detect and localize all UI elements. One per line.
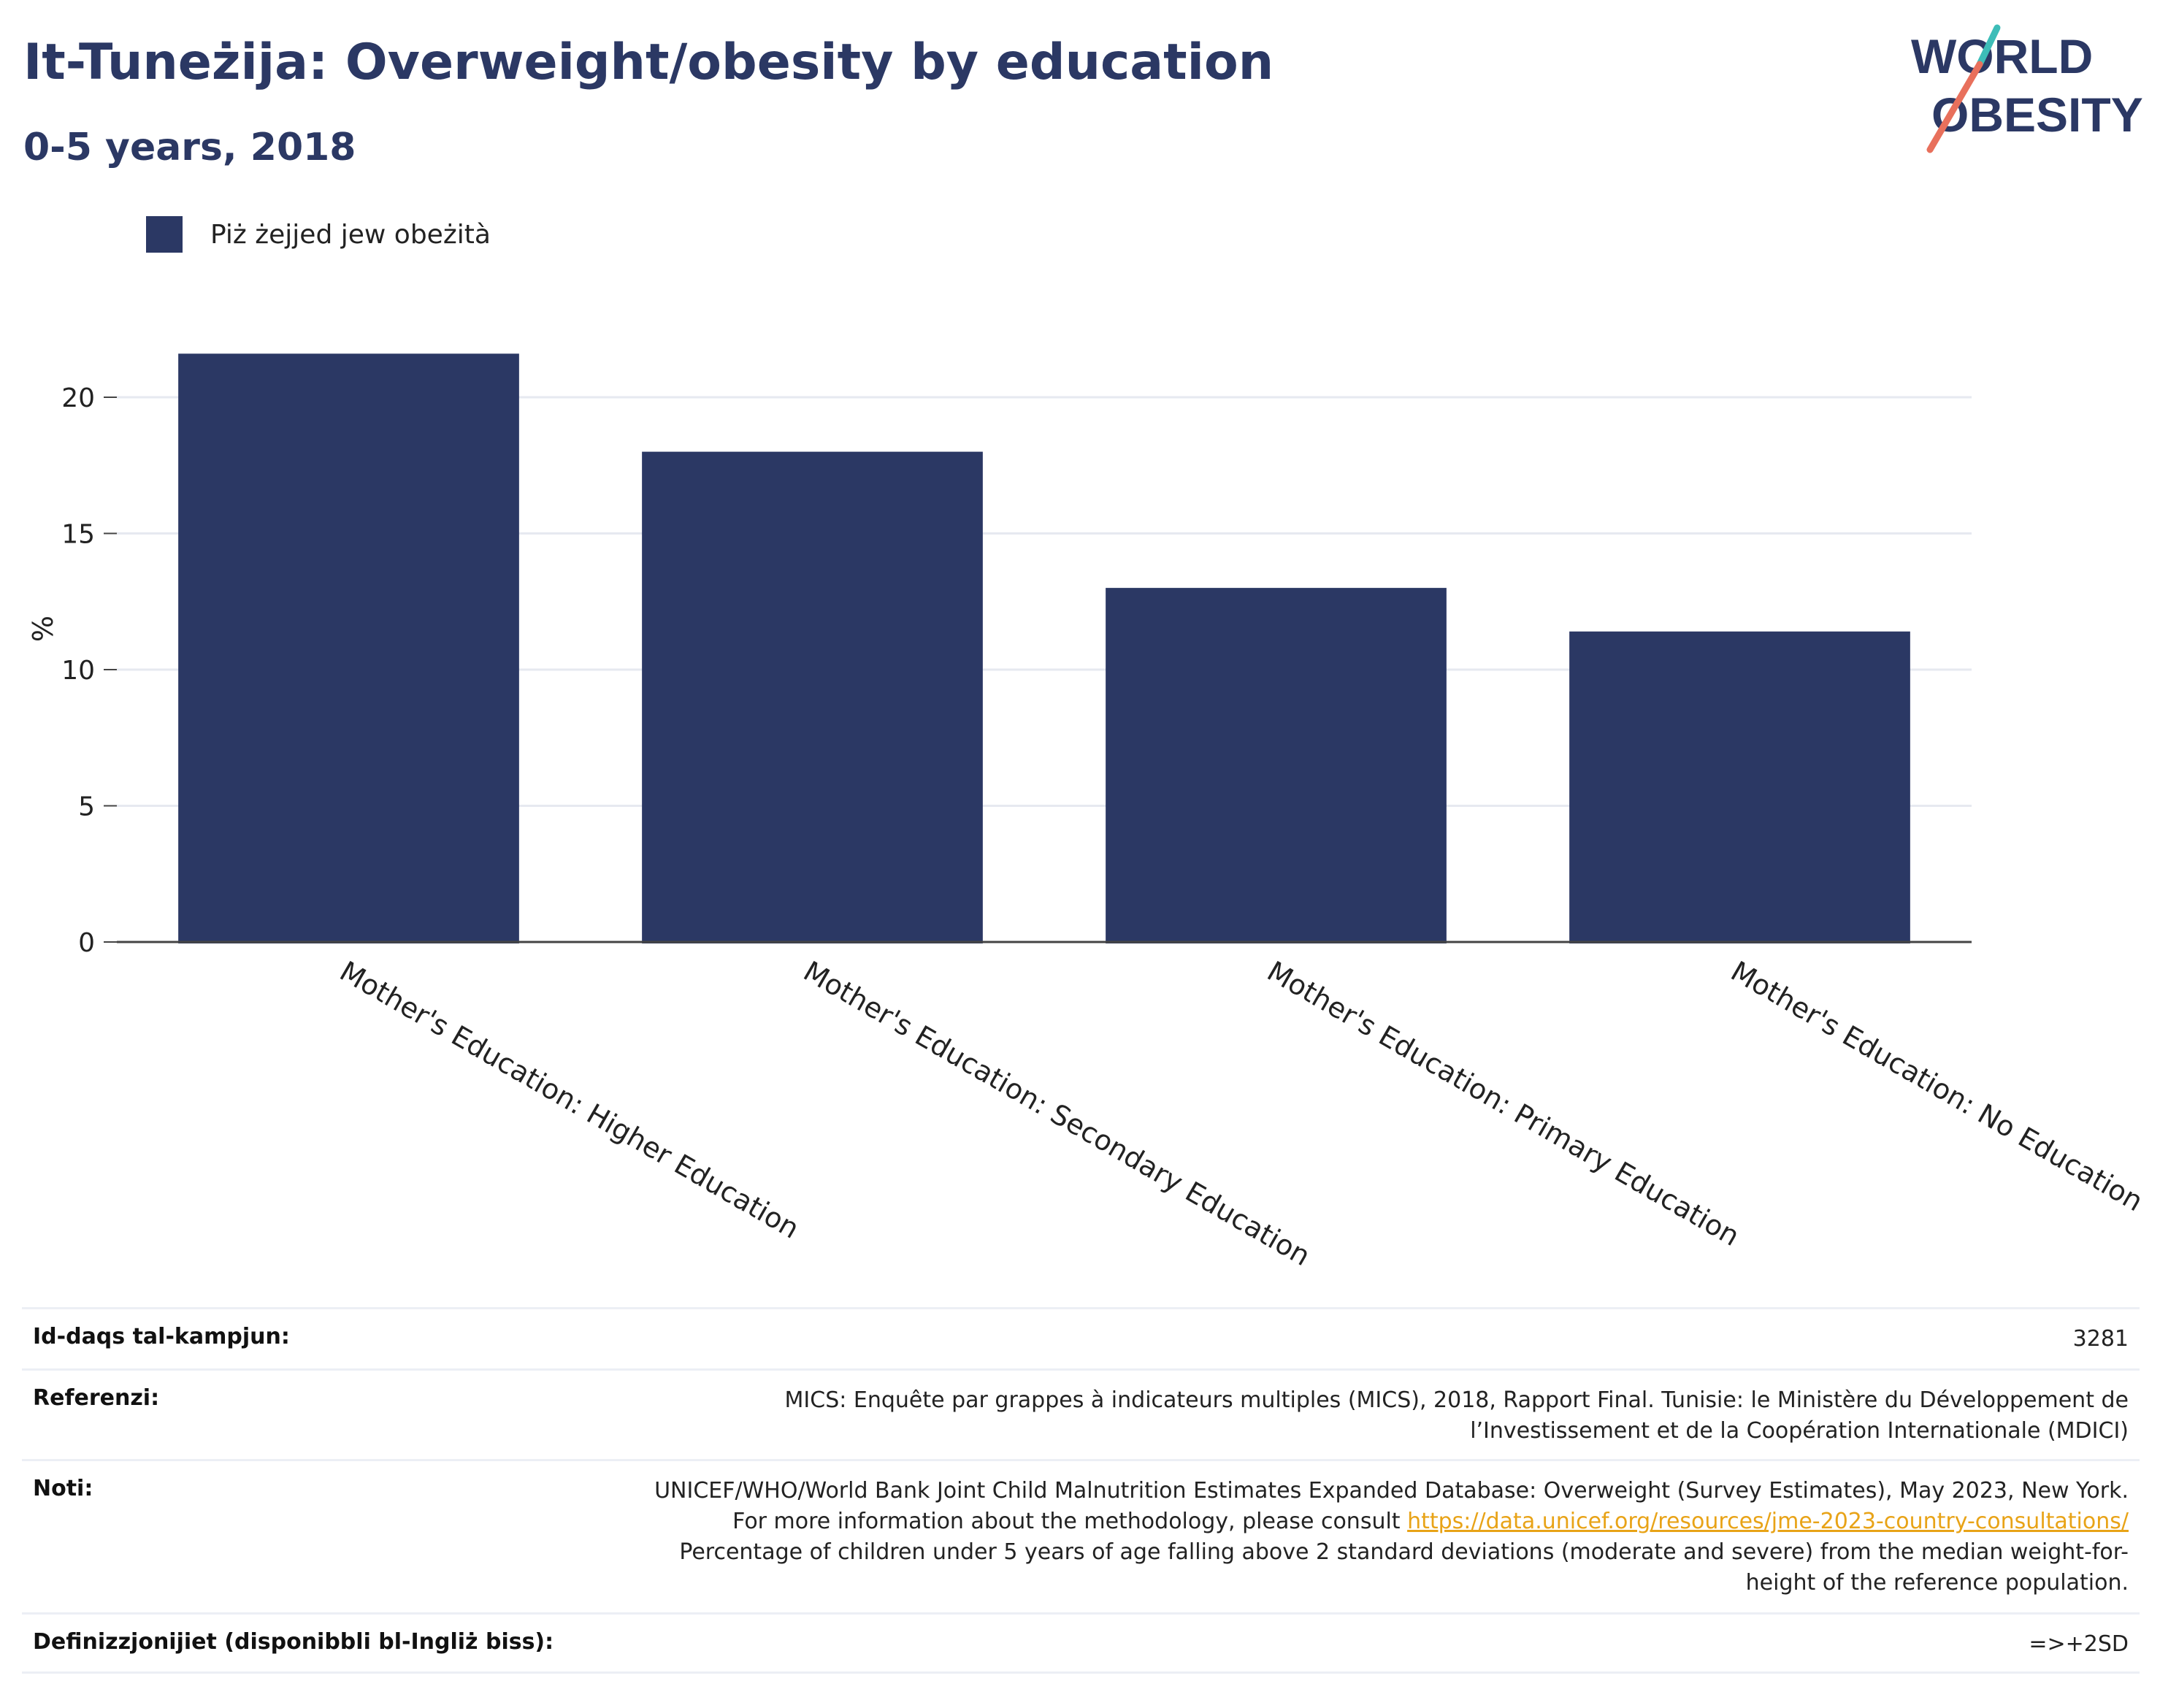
legend-label: Piż żejjed jew obeżità [210, 219, 491, 250]
references-value: MICS: Enquête par grappes à indicateurs … [784, 1387, 2129, 1444]
y-tick-label: 15 [61, 520, 95, 550]
page-title: It-Tuneżija: Overweight/obesity by educa… [23, 34, 1274, 91]
chart-legend[interactable]: Piż żejjed jew obeżità [146, 215, 491, 253]
references-label: Referenzi: [33, 1385, 160, 1411]
definitions-label: Definizzjonijiet (disponibbli bl-Ingliż … [33, 1629, 554, 1655]
world-obesity-logo[interactable]: WORLD OBESITY [1910, 22, 2151, 161]
bar-chart: 0 5 10 15 20% Mother's Education: Higher Educ… [27, 353, 2148, 1273]
info-row-notes: Noti: UNICEF/WHO/World Bank Joint Child … [22, 1459, 2140, 1612]
x-tick-label: Mother's Education: Higher Education [334, 955, 805, 1245]
bar [1569, 631, 1910, 943]
bar [178, 353, 519, 943]
y-tick-label: 0 [78, 928, 95, 958]
legend-swatch [146, 216, 183, 253]
info-row-sample-size: Id-daqs tal-kampjun: 3281 [22, 1307, 2140, 1368]
logo-text-world: WORLD [1911, 29, 2093, 83]
notes-label: Noti: [33, 1476, 93, 1501]
y-tick-label: 5 [78, 792, 95, 822]
notes-text-before-link: UNICEF/WHO/World Bank Joint Child Malnut… [654, 1478, 2129, 1534]
y-axis-label: % [27, 616, 59, 642]
sample-size-value: 3281 [2072, 1326, 2129, 1352]
logo-slash-coral [1926, 61, 1983, 153]
bar [642, 451, 983, 943]
notes-text-after-link: Percentage of children under 5 years of … [679, 1539, 2129, 1596]
info-row-definitions: Definizzjonijiet (disponibbli bl-Ingliż … [22, 1612, 2140, 1674]
y-tick-label: 20 [61, 383, 95, 413]
x-tick-label: Mother's Education: Primary Education [1262, 955, 1745, 1252]
notes-link[interactable]: https://data.unicef.org/resources/jme-20… [1407, 1509, 2129, 1534]
y-tick-label: 10 [61, 656, 95, 686]
logo-slash-teal [1976, 24, 2001, 68]
notes-value: UNICEF/WHO/World Bank Joint Child Malnut… [632, 1476, 2129, 1598]
logo-text-obesity: OBESITY [1931, 88, 2143, 142]
info-row-references: Referenzi: MICS: Enquête par grappes à i… [22, 1368, 2140, 1459]
bar [1106, 588, 1447, 943]
info-table: Id-daqs tal-kampjun: 3281 Referenzi: MIC… [22, 1307, 2140, 1674]
x-tick-label: Mother's Education: No Education [1726, 955, 2148, 1218]
x-tick-label: Mother's Education: Secondary Education [798, 955, 1316, 1273]
definitions-value: =>+2SD [2029, 1631, 2129, 1657]
sample-size-label: Id-daqs tal-kampjun: [33, 1324, 290, 1349]
page-subtitle: 0-5 years, 2018 [23, 126, 356, 169]
